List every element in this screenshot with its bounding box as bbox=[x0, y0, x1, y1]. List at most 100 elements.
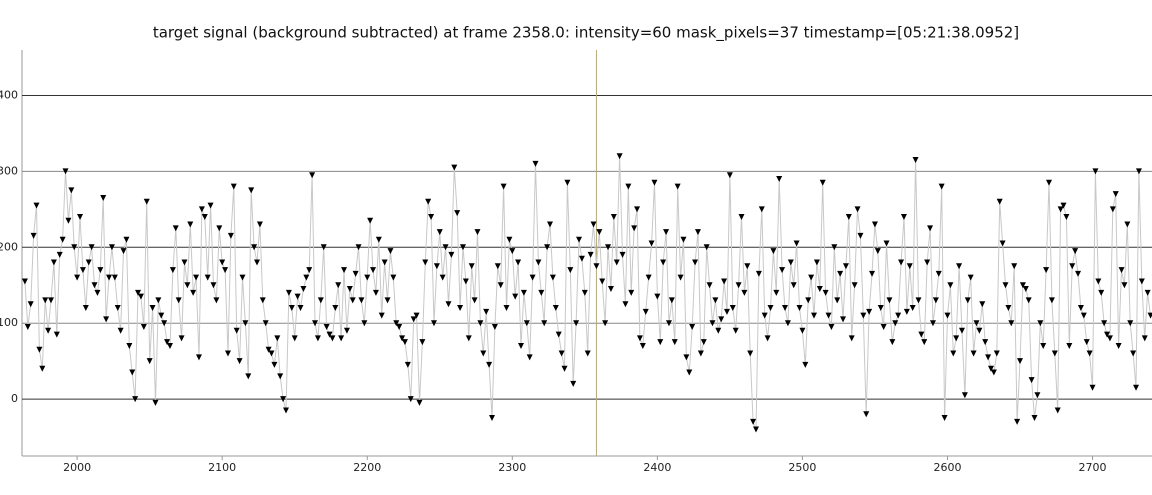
marker bbox=[1016, 358, 1023, 365]
marker bbox=[541, 320, 548, 327]
marker bbox=[88, 244, 95, 251]
y-tick-label: 0 bbox=[11, 392, 18, 405]
marker bbox=[932, 297, 939, 304]
marker bbox=[642, 308, 649, 315]
marker bbox=[634, 206, 641, 213]
marker bbox=[71, 244, 78, 251]
marker bbox=[895, 312, 902, 319]
marker bbox=[857, 232, 864, 239]
marker bbox=[465, 335, 472, 342]
marker bbox=[123, 236, 130, 243]
marker bbox=[1002, 282, 1009, 289]
marker bbox=[367, 217, 374, 224]
marker bbox=[129, 369, 136, 376]
marker bbox=[776, 176, 783, 183]
marker bbox=[97, 267, 104, 274]
marker bbox=[42, 297, 49, 304]
marker bbox=[912, 157, 919, 164]
marker bbox=[596, 229, 603, 236]
marker bbox=[253, 259, 260, 266]
marker bbox=[976, 327, 983, 334]
marker bbox=[323, 323, 330, 330]
marker bbox=[639, 342, 646, 349]
marker bbox=[300, 286, 307, 293]
marker bbox=[927, 225, 934, 232]
marker bbox=[204, 274, 211, 281]
marker bbox=[314, 335, 321, 342]
marker bbox=[520, 289, 527, 296]
marker bbox=[837, 270, 844, 277]
marker bbox=[59, 236, 66, 243]
marker bbox=[152, 399, 159, 406]
marker bbox=[663, 229, 670, 236]
marker bbox=[1095, 278, 1102, 285]
marker bbox=[625, 183, 632, 190]
marker bbox=[851, 282, 858, 289]
marker bbox=[21, 278, 28, 285]
marker bbox=[30, 232, 37, 239]
marker bbox=[1106, 335, 1113, 342]
marker bbox=[442, 244, 449, 251]
marker bbox=[700, 339, 707, 346]
marker bbox=[396, 323, 403, 330]
marker bbox=[938, 183, 945, 190]
marker bbox=[413, 312, 420, 319]
marker bbox=[636, 335, 643, 342]
marker bbox=[268, 350, 275, 357]
marker bbox=[53, 331, 60, 338]
marker bbox=[657, 339, 664, 346]
marker bbox=[349, 297, 356, 304]
marker bbox=[135, 289, 142, 296]
marker bbox=[538, 289, 545, 296]
marker bbox=[1121, 282, 1128, 289]
marker bbox=[283, 407, 290, 414]
marker bbox=[811, 312, 818, 319]
marker bbox=[259, 297, 266, 304]
marker bbox=[576, 236, 583, 243]
marker bbox=[1118, 267, 1125, 274]
marker bbox=[422, 259, 429, 266]
marker bbox=[126, 342, 133, 349]
marker bbox=[860, 312, 867, 319]
marker bbox=[970, 350, 977, 357]
marker bbox=[628, 289, 635, 296]
marker bbox=[1147, 312, 1152, 319]
marker bbox=[834, 297, 841, 304]
marker bbox=[813, 259, 820, 266]
marker bbox=[790, 282, 797, 289]
marker bbox=[425, 198, 432, 205]
marker bbox=[326, 331, 333, 338]
marker bbox=[1048, 297, 1055, 304]
marker bbox=[1089, 384, 1096, 391]
marker bbox=[886, 297, 893, 304]
marker bbox=[416, 399, 423, 406]
marker bbox=[1043, 267, 1050, 274]
marker bbox=[874, 248, 881, 255]
marker bbox=[175, 297, 182, 304]
marker bbox=[996, 198, 1003, 205]
marker bbox=[117, 327, 124, 334]
marker bbox=[457, 305, 464, 312]
marker bbox=[529, 274, 536, 281]
marker bbox=[303, 274, 310, 281]
marker bbox=[828, 323, 835, 330]
x-tick-label: 2600 bbox=[933, 461, 961, 474]
marker bbox=[706, 282, 713, 289]
marker bbox=[956, 263, 963, 270]
y-tick-label: 300 bbox=[0, 164, 18, 177]
marker bbox=[755, 270, 762, 277]
y-tick-label: 100 bbox=[0, 316, 18, 329]
marker bbox=[607, 286, 614, 293]
marker bbox=[140, 323, 147, 330]
marker bbox=[372, 289, 379, 296]
marker bbox=[645, 274, 652, 281]
marker bbox=[297, 305, 304, 312]
marker bbox=[274, 335, 281, 342]
marker bbox=[677, 274, 684, 281]
marker bbox=[900, 213, 907, 220]
marker bbox=[752, 426, 759, 433]
marker bbox=[898, 259, 905, 266]
marker bbox=[909, 305, 916, 312]
marker bbox=[184, 282, 191, 289]
